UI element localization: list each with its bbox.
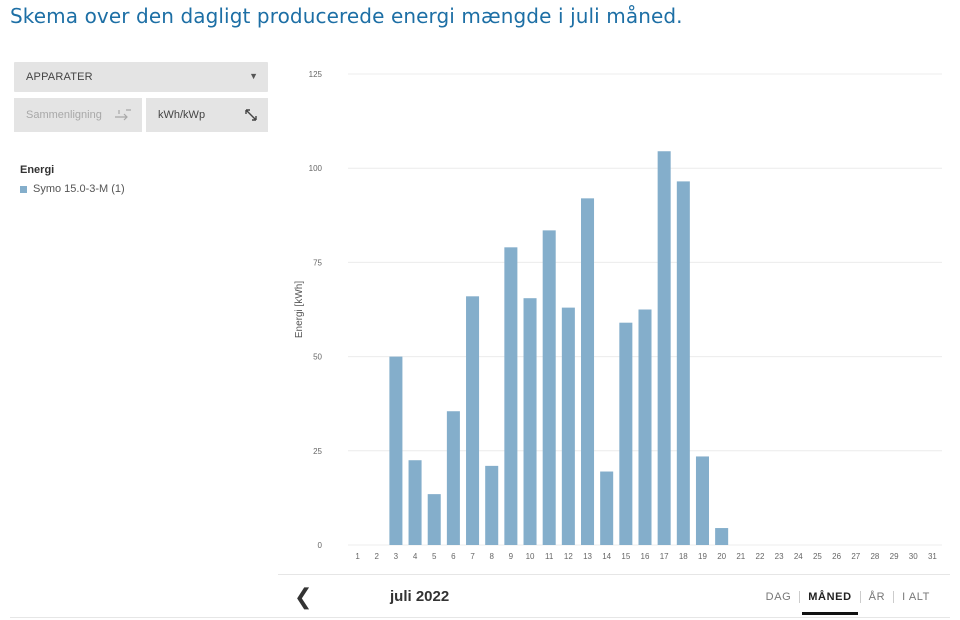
unit-toggle-label: kWh/kWp (158, 109, 206, 121)
tab-total[interactable]: I ALT (902, 591, 930, 603)
expand-diagonal-icon (244, 108, 258, 127)
x-tick-label: 3 (394, 552, 399, 561)
x-tick-label: 8 (489, 552, 494, 561)
devices-dropdown-label: APPARATER (26, 71, 93, 83)
x-tick-label: 22 (756, 552, 765, 561)
x-tick-label: 24 (794, 552, 803, 561)
y-axis-label: Energi [kWh] (294, 281, 305, 338)
x-tick-label: 31 (928, 552, 937, 561)
compare-button[interactable]: Sammenligning (14, 98, 142, 132)
x-tick-label: 6 (451, 552, 456, 561)
tab-separator (799, 591, 801, 603)
bar (408, 460, 422, 545)
devices-dropdown[interactable]: APPARATER ▼ (14, 62, 268, 92)
chart-area: 0 25 50 75 100 125 Energi [kWh] 1 2 3 4 5 6 7 8 9 10 11 12… (278, 52, 950, 572)
bar (466, 296, 480, 545)
x-tick-label: 15 (621, 552, 630, 561)
left-panel: APPARATER ▼ Sammenligning kWh/kWp Energi (10, 52, 280, 618)
bar (676, 181, 690, 545)
bar (600, 471, 614, 545)
x-tick-label: 18 (679, 552, 688, 561)
tab-separator (893, 591, 895, 603)
x-tick-label: 17 (660, 552, 669, 561)
x-tick-label: 27 (851, 552, 860, 561)
x-tick-label: 5 (432, 552, 437, 561)
period-tabs: DAG MÅNED ÅR I ALT (758, 575, 938, 619)
legend-title: Energi (20, 164, 55, 176)
bar (485, 465, 499, 545)
x-tick-label: 21 (736, 552, 745, 561)
x-tick-label: 20 (717, 552, 726, 561)
bar (638, 309, 652, 545)
compare-arrows-icon (114, 108, 132, 126)
y-tick-label: 25 (313, 447, 322, 456)
x-tick-label: 11 (545, 552, 554, 561)
bar (657, 151, 671, 545)
bar (389, 356, 403, 545)
page-caption: Skema over den dagligt producerede energ… (10, 4, 683, 28)
y-tick-label: 125 (309, 70, 323, 79)
compare-button-label: Sammenligning (26, 109, 102, 121)
x-tick-label: 23 (775, 552, 784, 561)
bottom-divider (10, 617, 950, 618)
x-tick-label: 7 (470, 552, 475, 561)
x-tick-label: 1 (355, 552, 360, 561)
x-tick-label: 4 (413, 552, 418, 561)
x-tick-label: 25 (813, 552, 822, 561)
legend-swatch (20, 185, 27, 193)
bar (504, 247, 518, 545)
x-tick-label: 29 (890, 552, 899, 561)
energy-widget: APPARATER ▼ Sammenligning kWh/kWp Energi (10, 52, 950, 618)
bar (446, 411, 460, 545)
x-tick-label: 26 (832, 552, 841, 561)
x-tick-label: 10 (526, 552, 535, 561)
tab-year[interactable]: ÅR (868, 591, 886, 603)
bar (581, 198, 595, 545)
x-tick-label: 2 (375, 552, 380, 561)
bar (542, 230, 556, 545)
chevron-left-icon[interactable]: ❮ (294, 584, 313, 609)
x-tick-label: 28 (870, 552, 879, 561)
x-tick-label: 12 (564, 552, 573, 561)
caret-down-icon: ▼ (249, 71, 258, 81)
legend-item-symo[interactable]: Symo 15.0-3-M (1) (20, 183, 125, 195)
bar (619, 322, 633, 545)
unit-toggle-button[interactable]: kWh/kWp (146, 98, 268, 132)
x-tick-label: 30 (909, 552, 918, 561)
bar (561, 307, 575, 545)
legend-item-label: Symo 15.0-3-M (1) (33, 183, 125, 195)
x-tick-label: 19 (698, 552, 707, 561)
bar (715, 528, 729, 545)
y-tick-label: 50 (313, 353, 322, 362)
x-tick-label: 13 (583, 552, 592, 561)
y-tick-label: 100 (309, 164, 323, 173)
tab-separator (859, 591, 861, 603)
x-tick-label: 14 (602, 552, 611, 561)
bar (427, 494, 441, 545)
period-label: juli 2022 (390, 588, 450, 605)
y-tick-label: 0 (318, 541, 323, 550)
x-tick-label: 9 (509, 552, 514, 561)
tab-month[interactable]: MÅNED (800, 575, 859, 619)
bar (523, 298, 537, 545)
y-tick-label: 75 (313, 258, 322, 267)
period-navigation: ❮ juli 2022 DAG MÅNED ÅR I ALT (278, 574, 950, 619)
bar (695, 456, 709, 545)
x-tick-label: 16 (641, 552, 650, 561)
tab-day[interactable]: DAG (765, 591, 792, 603)
